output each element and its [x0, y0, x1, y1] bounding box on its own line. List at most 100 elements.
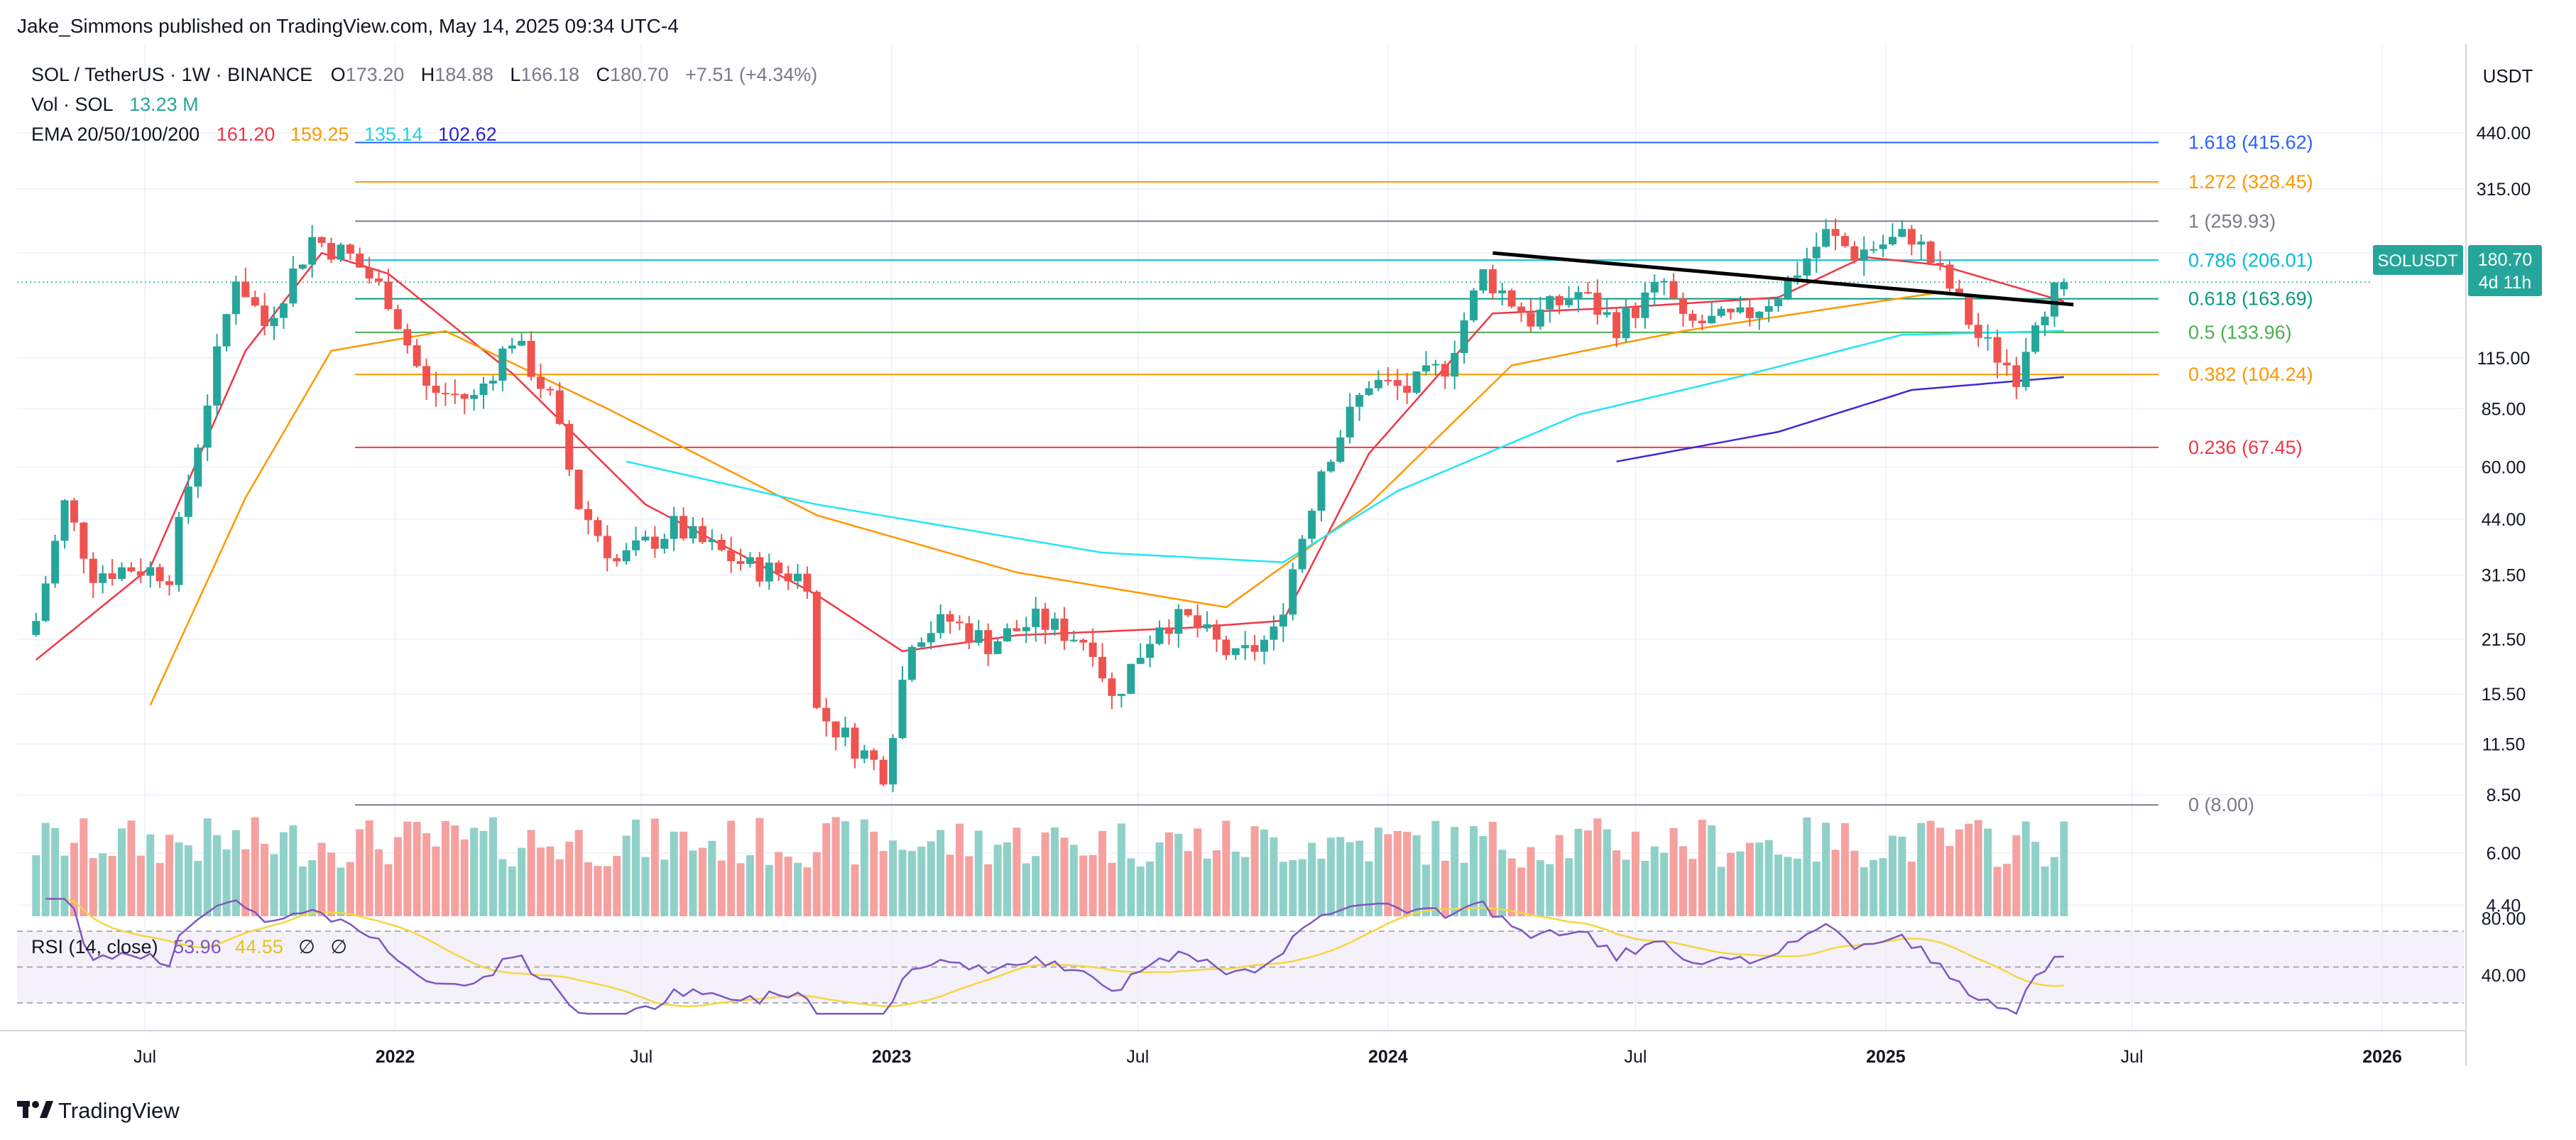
tradingview-wordmark: TradingView	[58, 1098, 180, 1123]
volume-bar	[127, 820, 136, 916]
volume-bar	[80, 818, 88, 916]
time-axis-label: Jul	[1624, 1047, 1647, 1067]
volume-bar	[622, 835, 631, 916]
candle-body	[1945, 264, 1954, 289]
volume-bar	[1736, 851, 1745, 916]
volume-bar	[879, 851, 888, 916]
price-tick-label: 31.50	[2482, 566, 2526, 586]
candles[interactable]	[32, 218, 2068, 793]
candle-body	[727, 550, 736, 562]
candle-body	[870, 750, 878, 760]
candle-body	[1336, 437, 1345, 462]
candle-body	[441, 393, 449, 395]
candle-body	[555, 390, 564, 424]
candle-body	[1536, 309, 1544, 327]
price-tick-label: 15.50	[2482, 685, 2526, 705]
volume-bar	[565, 842, 574, 916]
candle-body	[194, 447, 202, 487]
candle-body	[470, 395, 479, 399]
candle-body	[1708, 315, 1716, 324]
volume-bar	[851, 864, 859, 916]
candle-body	[1984, 337, 1992, 339]
candle-body	[946, 614, 954, 622]
volume-bar	[175, 842, 183, 916]
candle-body	[1326, 462, 1335, 472]
volume-bar	[1631, 831, 1639, 916]
candle-body	[803, 573, 812, 592]
legend-volume-label[interactable]: Vol · SOL	[31, 94, 114, 115]
candle-body	[1507, 290, 1516, 307]
volume-bar	[479, 830, 488, 916]
volume-bar	[1727, 852, 1735, 916]
candle-body	[1041, 608, 1049, 630]
candle-body	[1365, 388, 1373, 396]
volume-bar	[194, 861, 202, 916]
legend-ema50: 159.25	[290, 124, 349, 145]
candle-body	[1745, 307, 1754, 318]
candle-body	[346, 244, 354, 254]
svg-text:EMA 20/50/100/200 161.20: EMA 20/50/100/200 161.20 159.25 135.14 1…	[31, 124, 497, 145]
candle-body	[317, 237, 326, 244]
volume-bar	[51, 827, 60, 916]
candle-body	[60, 500, 69, 541]
volume-bar	[2021, 821, 2030, 916]
legend-change: +7.51 (+4.34%)	[685, 64, 817, 85]
volume-bar	[1688, 859, 1697, 916]
volume-bar	[1755, 842, 1764, 916]
candle-body	[660, 538, 669, 549]
candle-body	[356, 254, 364, 268]
volume-bar	[794, 862, 802, 916]
trendline[interactable]	[1492, 251, 2074, 307]
candle-body	[70, 500, 78, 523]
candle-body	[565, 423, 574, 470]
price-axis[interactable]	[2467, 44, 2576, 1031]
candle-body	[1079, 639, 1088, 643]
candle-body	[1727, 308, 1735, 313]
volume-bar	[1222, 820, 1230, 916]
volume-bar	[546, 846, 555, 916]
volume-bar	[270, 854, 278, 916]
candle-body	[1250, 645, 1259, 652]
volume-bar	[1583, 830, 1592, 916]
volume-bar	[680, 831, 688, 916]
candle-body	[831, 721, 840, 738]
rsi-tick-label: 40.00	[2482, 966, 2526, 986]
volume-bar	[1174, 833, 1183, 916]
candle-body	[594, 520, 602, 536]
time-axis-label: 2026	[2362, 1047, 2402, 1067]
rsi-panel[interactable]	[17, 898, 2464, 1015]
candle-body	[860, 750, 868, 759]
tradingview-logo[interactable]: TradingView	[17, 1098, 180, 1123]
price-tick-label: 315.00	[2477, 180, 2531, 200]
candle-body	[603, 536, 611, 558]
volume-bar	[2012, 835, 2021, 916]
volume-bar	[831, 817, 840, 916]
volume-bar	[1088, 854, 1097, 916]
volume-bar	[1431, 820, 1440, 916]
ema50-line	[149, 291, 2064, 706]
candle-body	[1412, 371, 1421, 393]
volume-bar	[489, 817, 497, 916]
fib-label: 0.5 (133.96)	[2188, 322, 2292, 343]
candle-body	[736, 561, 745, 564]
candle-body	[746, 557, 754, 564]
volume-bar	[841, 821, 850, 916]
volume-bar	[1793, 858, 1801, 916]
candle-body	[650, 536, 659, 549]
volume-bar	[803, 867, 812, 916]
rsi-label[interactable]: RSI (14, close)	[31, 936, 158, 957]
legend-ema-label[interactable]: EMA 20/50/100/200	[31, 124, 200, 145]
candle-body	[261, 305, 269, 327]
candle-body	[955, 621, 964, 624]
candle-body	[536, 376, 545, 389]
price-tick-label: 85.00	[2482, 399, 2526, 419]
candle-body	[2002, 362, 2011, 366]
legend-symbol[interactable]: SOL / TetherUS · 1W · BINANCE	[31, 64, 312, 85]
candle-body	[2050, 282, 2058, 317]
legend-ema20: 161.20	[217, 124, 275, 145]
volume-bar	[1032, 856, 1040, 916]
volume-bar	[1164, 832, 1173, 916]
volume-bar	[660, 859, 669, 916]
candle-body	[422, 366, 431, 386]
